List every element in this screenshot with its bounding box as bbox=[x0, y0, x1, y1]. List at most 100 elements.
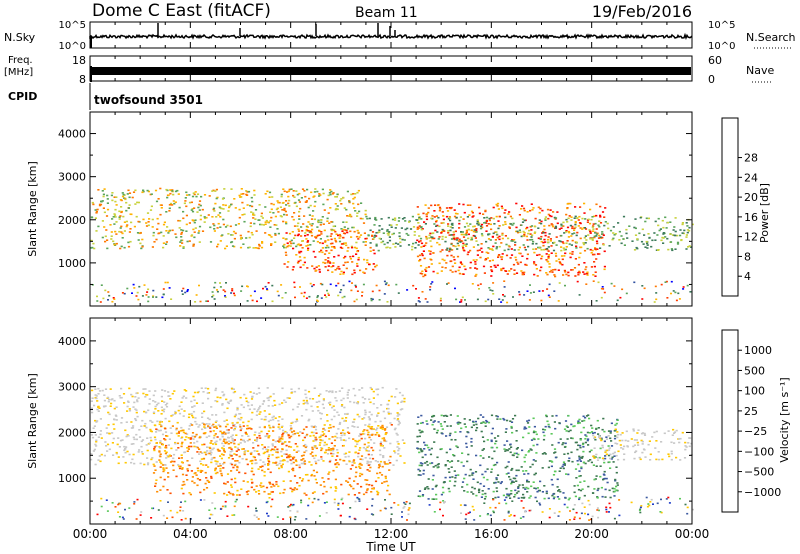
power-cell bbox=[370, 297, 373, 300]
power-cell bbox=[91, 216, 94, 219]
velocity-cell bbox=[556, 478, 559, 481]
velocity-cell bbox=[214, 421, 217, 423]
velocity-cell bbox=[153, 465, 156, 467]
power-cell bbox=[146, 189, 149, 192]
velocity-cell bbox=[601, 428, 604, 431]
power-cell bbox=[484, 300, 487, 303]
velocity-cell bbox=[247, 401, 250, 404]
power-cell bbox=[584, 268, 587, 271]
velocity-cell bbox=[615, 489, 618, 491]
power-cell bbox=[476, 219, 479, 221]
power-cell bbox=[312, 210, 315, 212]
power-cell bbox=[297, 260, 300, 263]
velocity-cell bbox=[418, 429, 421, 432]
velocity-cell bbox=[257, 408, 260, 411]
power-colorbar-tick-label: 8 bbox=[744, 250, 751, 263]
power-cell bbox=[152, 295, 155, 297]
velocity-cell bbox=[115, 415, 118, 417]
velocity-cell bbox=[345, 480, 348, 482]
velocity-cell bbox=[318, 400, 321, 403]
velocity-cell bbox=[122, 393, 126, 395]
power-cell bbox=[357, 258, 360, 261]
velocity-cell bbox=[149, 436, 152, 439]
power-cell bbox=[469, 223, 472, 225]
velocity-cell bbox=[211, 414, 214, 416]
power-cell bbox=[378, 229, 381, 232]
velocity-cell bbox=[581, 502, 584, 505]
velocity-cell bbox=[209, 453, 212, 456]
velocity-cell bbox=[535, 433, 538, 436]
velocity-cell bbox=[484, 425, 487, 427]
velocity-cell bbox=[343, 434, 346, 436]
power-cell bbox=[341, 247, 344, 249]
power-cell bbox=[554, 217, 558, 219]
power-cell bbox=[450, 206, 453, 209]
velocity-cell bbox=[152, 463, 155, 466]
power-cell bbox=[435, 220, 438, 223]
power-cell bbox=[353, 271, 356, 274]
power-cell bbox=[324, 266, 327, 268]
power-cell bbox=[121, 192, 124, 194]
power-cell bbox=[365, 237, 368, 240]
power-cell bbox=[550, 252, 553, 254]
power-cell bbox=[484, 209, 487, 212]
power-cell bbox=[551, 224, 554, 226]
power-cell bbox=[568, 243, 571, 245]
power-cell bbox=[169, 189, 172, 191]
velocity-cell bbox=[162, 514, 165, 517]
velocity-cell bbox=[166, 402, 169, 405]
power-cell bbox=[622, 238, 625, 240]
power-cell bbox=[424, 223, 427, 225]
power-cell bbox=[670, 292, 672, 295]
velocity-cell bbox=[353, 494, 356, 496]
velocity-cell bbox=[237, 417, 240, 420]
velocity-cell bbox=[372, 390, 375, 393]
power-cell bbox=[397, 220, 400, 222]
power-cell bbox=[361, 217, 364, 220]
power-cell bbox=[318, 268, 321, 271]
power-cell bbox=[329, 235, 332, 237]
power-cell bbox=[134, 203, 137, 205]
velocity-cell bbox=[207, 426, 210, 428]
power-cell bbox=[326, 235, 329, 238]
velocity-cell bbox=[136, 498, 139, 501]
power-cell bbox=[165, 241, 168, 243]
velocity-cell bbox=[440, 448, 443, 450]
velocity-cell bbox=[588, 417, 591, 420]
velocity-cell bbox=[228, 447, 231, 449]
velocity-cell bbox=[211, 502, 214, 504]
power-cell bbox=[423, 257, 426, 260]
nave-label: Nave bbox=[746, 64, 774, 77]
velocity-cell bbox=[257, 468, 260, 470]
power-cell bbox=[292, 218, 295, 221]
velocity-cell bbox=[420, 414, 423, 417]
power-cell bbox=[335, 284, 338, 287]
power-cell bbox=[579, 237, 582, 240]
power-cell bbox=[354, 193, 357, 195]
velocity-cell bbox=[285, 449, 288, 452]
velocity-cell bbox=[281, 448, 284, 451]
velocity-cell bbox=[265, 435, 268, 437]
power-cell bbox=[283, 246, 286, 249]
power-cell bbox=[465, 222, 469, 225]
power-cell bbox=[298, 201, 301, 203]
velocity-cell bbox=[235, 498, 238, 501]
power-cell bbox=[524, 249, 527, 251]
power-cell bbox=[534, 264, 538, 266]
power-cell bbox=[319, 282, 322, 285]
velocity-cell bbox=[349, 507, 352, 509]
power-cell bbox=[136, 232, 140, 234]
velocity-cell bbox=[254, 459, 257, 461]
velocity-cell bbox=[104, 441, 107, 443]
power-cell bbox=[298, 215, 301, 217]
power-cell bbox=[293, 196, 296, 198]
velocity-cell bbox=[252, 392, 255, 394]
velocity-cell bbox=[318, 515, 321, 517]
velocity-cell bbox=[325, 490, 328, 493]
velocity-cell bbox=[243, 453, 246, 456]
velocity-cell bbox=[207, 425, 210, 427]
velocity-cell bbox=[186, 450, 189, 452]
velocity-cell bbox=[605, 436, 608, 438]
power-cell bbox=[547, 250, 550, 252]
